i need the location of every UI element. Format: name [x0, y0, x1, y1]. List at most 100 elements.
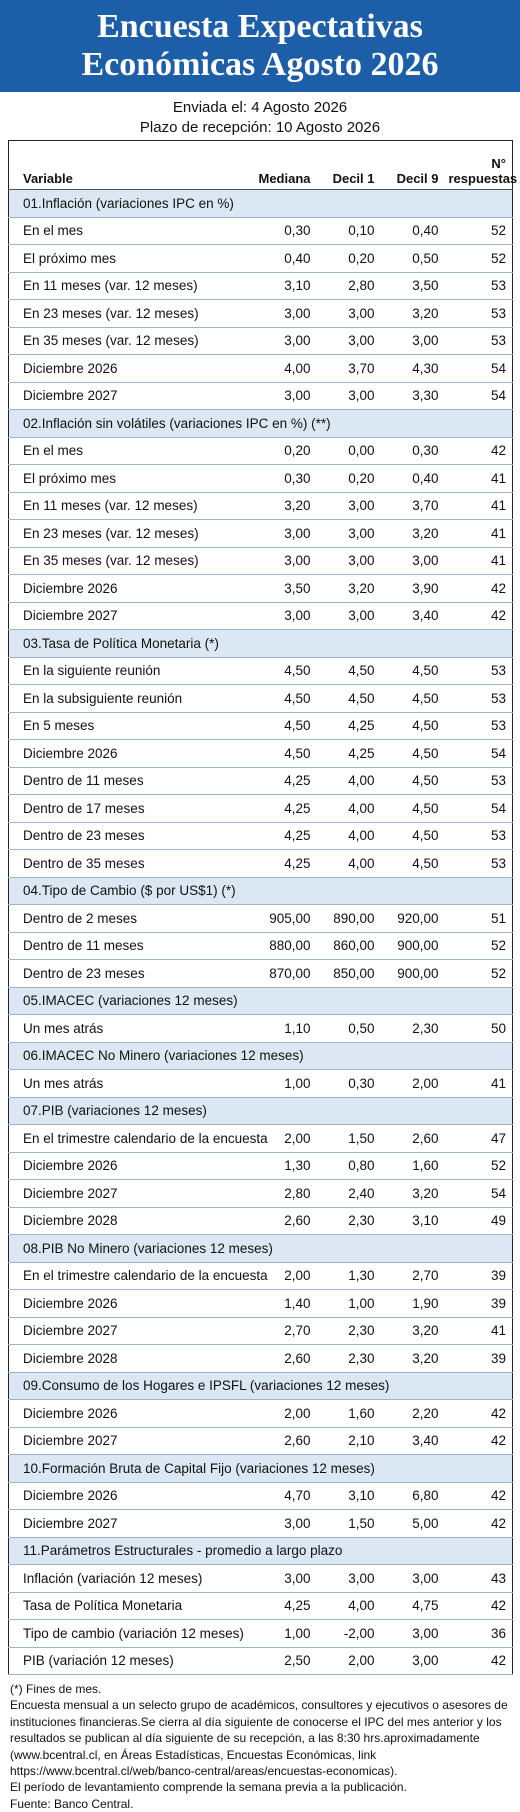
data-row: Dentro de 2 meses 905,00 890,00 920,00 51: [8, 904, 513, 933]
cell-value: 0,50: [316, 1014, 381, 1043]
cell-value: 53: [444, 299, 513, 328]
section-title: 07.PIB (variaciones 12 meses): [8, 1097, 513, 1125]
cell-value: 42: [444, 574, 513, 603]
data-row: Diciembre 2026 2,00 1,60 2,20 42: [8, 1399, 513, 1428]
row-label: En 35 meses (var. 12 meses): [8, 547, 241, 575]
cell-value: 47: [444, 1124, 513, 1153]
cell-value: 4,50: [380, 684, 445, 713]
cell-value: 0,30: [240, 464, 317, 493]
section-title: 05.IMACEC (variaciones 12 meses): [8, 987, 513, 1015]
data-row: Diciembre 2026 1,40 1,00 1,90 39: [8, 1289, 513, 1318]
section-row: 02.Inflación sin volátiles (variaciones …: [8, 409, 513, 438]
cell-value: 4,50: [380, 767, 445, 795]
section-title: 06.IMACEC No Minero (variaciones 12 mese…: [8, 1042, 513, 1070]
section-row: 09.Consumo de los Hogares e IPSFL (varia…: [8, 1372, 513, 1400]
data-row: Dentro de 35 meses 4,25 4,00 4,50 53: [8, 849, 513, 878]
cell-value: 4,50: [316, 684, 381, 713]
row-label: Dentro de 2 meses: [8, 904, 241, 933]
footnote: El período de levantamiento comprende la…: [10, 1780, 407, 1795]
data-row: En la siguiente reunión 4,50 4,50 4,50 53: [8, 657, 513, 685]
cell-value: 54: [444, 794, 513, 823]
data-row: Diciembre 2026 1,30 0,80 1,60 52: [8, 1152, 513, 1180]
row-label: El próximo mes: [8, 244, 241, 273]
data-row: Dentro de 17 meses 4,25 4,00 4,50 54: [8, 794, 513, 823]
cell-value: 41: [444, 492, 513, 520]
cell-value: 2,00: [380, 1069, 445, 1098]
cell-value: 42: [444, 602, 513, 630]
cell-value: 4,50: [380, 794, 445, 823]
data-row: En el trimestre calendario de la encuest…: [8, 1262, 513, 1290]
column-header: Mediana: [240, 140, 317, 190]
cell-value: 3,00: [316, 602, 381, 630]
cell-value: 3,00: [240, 382, 317, 410]
data-row: Diciembre 2027 2,80 2,40 3,20 54: [8, 1179, 513, 1208]
cell-value: 52: [444, 959, 513, 988]
cell-value: 52: [444, 932, 513, 960]
cell-value: 2,60: [240, 1344, 317, 1373]
footnote: Fuente: Banco Central.: [10, 1796, 134, 1811]
cell-value: 2,00: [240, 1124, 317, 1153]
column-header: Variable: [8, 140, 241, 190]
row-label: Diciembre 2027: [8, 1427, 241, 1455]
row-label: Diciembre 2026: [8, 1289, 241, 1318]
cell-value: 3,40: [380, 1427, 445, 1455]
data-row: Diciembre 2027 2,60 2,10 3,40 42: [8, 1427, 513, 1455]
column-header: N° respuestas: [444, 140, 517, 190]
cell-value: 4,50: [316, 657, 381, 685]
cell-value: 2,00: [240, 1399, 317, 1428]
row-label: En 35 meses (var. 12 meses): [8, 327, 241, 355]
cell-value: 3,20: [380, 1344, 445, 1373]
data-row: Diciembre 2026 4,00 3,70 4,30 54: [8, 354, 513, 383]
cell-value: 5,00: [380, 1509, 445, 1538]
cell-value: 900,00: [380, 932, 445, 960]
row-label: Diciembre 2027: [8, 1317, 241, 1345]
cell-value: 4,50: [240, 684, 317, 713]
data-row: Diciembre 2028 2,60 2,30 3,20 39: [8, 1344, 513, 1373]
cell-value: 53: [444, 849, 513, 878]
deadline: Plazo de recepción: 10 Agosto 2026: [139, 119, 381, 136]
cell-value: 52: [444, 244, 513, 273]
cell-value: 1,60: [380, 1152, 445, 1180]
cell-value: 3,00: [316, 299, 381, 328]
data-row: En 5 meses 4,50 4,25 4,50 53: [8, 712, 513, 740]
cell-value: 54: [444, 1179, 513, 1208]
cell-value: 0,50: [380, 244, 445, 273]
cell-value: 1,30: [240, 1152, 317, 1180]
cell-value: 42: [444, 1647, 513, 1675]
cell-value: 3,00: [240, 1509, 317, 1538]
cell-value: 3,00: [240, 547, 317, 575]
cell-value: 1,00: [240, 1069, 317, 1098]
data-row: Diciembre 2026 3,50 3,20 3,90 42: [8, 574, 513, 603]
cell-value: 41: [444, 519, 513, 548]
cell-value: 4,00: [316, 1592, 381, 1620]
data-row: Diciembre 2028 2,60 2,30 3,10 49: [8, 1207, 513, 1235]
cell-value: 1,90: [380, 1289, 445, 1318]
data-row: Diciembre 2027 2,70 2,30 3,20 41: [8, 1317, 513, 1345]
row-label: En la siguiente reunión: [8, 657, 241, 685]
cell-value: 4,25: [316, 712, 381, 740]
cell-value: 42: [444, 1592, 513, 1620]
cell-value: 2,70: [240, 1317, 317, 1345]
data-row: En 11 meses (var. 12 meses) 3,20 3,00 3,70 4…: [8, 492, 513, 520]
cell-value: 4,50: [380, 822, 445, 850]
data-row: Dentro de 11 meses 880,00 860,00 900,00 52: [8, 932, 513, 960]
cell-value: 42: [444, 1399, 513, 1428]
cell-value: 3,00: [380, 547, 445, 575]
data-row: Dentro de 23 meses 870,00 850,00 900,00 52: [8, 959, 513, 988]
cell-value: 39: [444, 1344, 513, 1373]
section-title: 08.PIB No Minero (variaciones 12 meses): [8, 1234, 513, 1263]
data-row: En la subsiguiente reunión 4,50 4,50 4,50 53: [8, 684, 513, 713]
cell-value: 4,50: [240, 657, 317, 685]
cell-value: 3,30: [380, 382, 445, 410]
data-row: En el trimestre calendario de la encuest…: [8, 1124, 513, 1153]
section-row: 10.Formación Bruta de Capital Fijo (vari…: [8, 1454, 513, 1483]
cell-value: 905,00: [240, 904, 317, 933]
column-header: Decil 1: [316, 140, 381, 190]
cell-value: 1,50: [316, 1124, 381, 1153]
survey-table: Variable Mediana Decil 1 Decil 9 N° respuest…: [8, 140, 517, 1675]
row-label: Diciembre 2026: [8, 574, 241, 603]
data-row: Dentro de 23 meses 4,25 4,00 4,50 53: [8, 822, 513, 850]
cell-value: 39: [444, 1262, 513, 1290]
data-row: En 35 meses (var. 12 meses) 3,00 3,00 3,00 5…: [8, 327, 513, 355]
